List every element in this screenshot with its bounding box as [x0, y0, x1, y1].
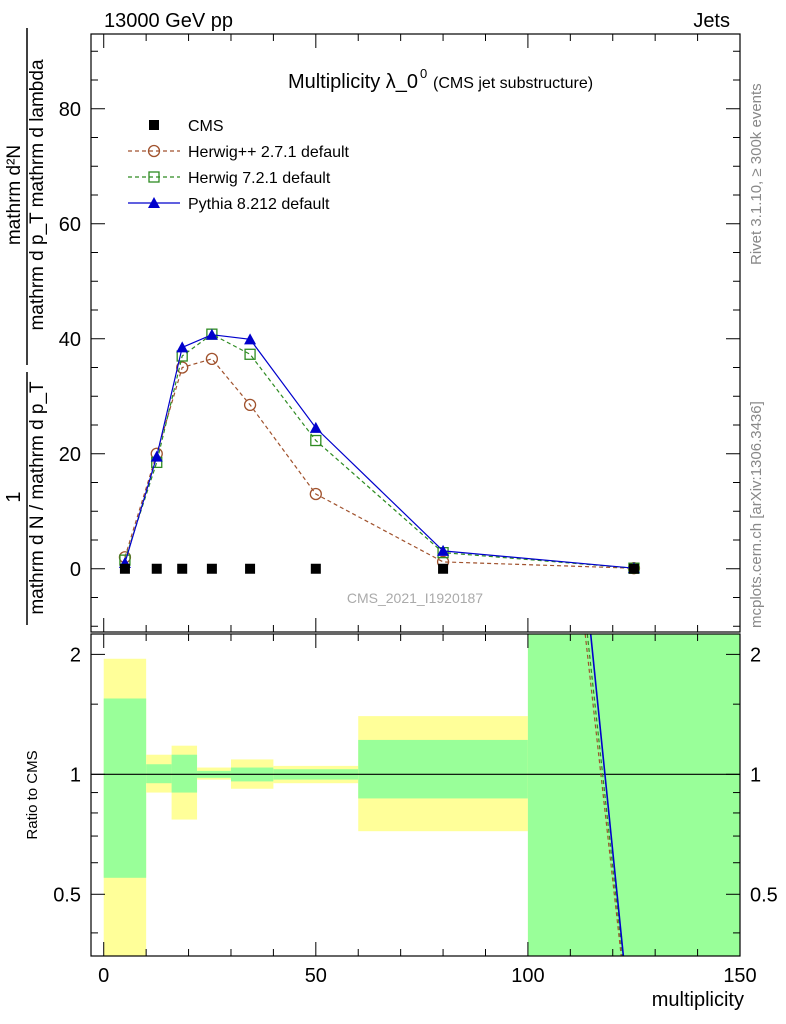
series-point-cms [628, 563, 639, 574]
side-note-top: Rivet 3.1.10, ≥ 300k events [748, 83, 765, 265]
ratio-band-inner [171, 754, 198, 793]
main-series-layer [118, 328, 641, 575]
series-point-cms [119, 563, 130, 574]
ratio-ylabel: Ratio to CMS [24, 750, 41, 839]
main-plot: 0 20 40 60 80 Multiplicity λ_0 0 (CMS jet su… [59, 33, 741, 633]
plot-title-note: (CMS jet substructure) [433, 75, 593, 92]
ratio-plot-frame [90, 633, 741, 957]
legend-label-pythia-8-212-default: Pythia 8.212 default [188, 196, 330, 213]
ylabel-denominator: mathrm d p_T mathrm d lambda [27, 59, 48, 330]
series-line-pythia-8-212-default [124, 334, 635, 569]
ratio-band-inner [103, 698, 147, 878]
series-line-herwig-7-2-1-default [124, 333, 635, 569]
main-ytick-label: 20 [59, 444, 81, 466]
main-ytick-label: 80 [59, 99, 81, 121]
ylabel-numerator: mathrm d²N [4, 145, 25, 245]
ratio-lines-layer [584, 634, 625, 956]
series-point-cms [151, 563, 162, 574]
plot-title-sup: 0 [420, 66, 427, 81]
series-point-cms [245, 563, 256, 574]
process-label: Jets [693, 10, 730, 32]
series-point-pythia-8-212-default [437, 544, 450, 556]
energy-label: 13000 GeV pp [104, 10, 233, 32]
xtick-label: 150 [723, 965, 756, 987]
series-point-herwig-7-2-1-default [310, 434, 322, 447]
ylabel-factor-denominator: mathrm d N / mathrm d p_T [27, 381, 48, 615]
ratio-ytick-label-right: 2 [750, 644, 761, 666]
ratio-line-herwig-7-2-1-default [586, 634, 624, 956]
series-point-cms [206, 563, 217, 574]
ratio-band-inner [358, 739, 528, 799]
series-point-herwig-2-7-1-default [205, 352, 219, 366]
series-point-pythia-8-212-default [176, 341, 189, 353]
legend-marker-pythia-8-212-default [148, 197, 160, 208]
series-point-pythia-8-212-default [309, 421, 322, 433]
series-point-herwig-2-7-1-default [309, 487, 322, 501]
plot-title-main: Multiplicity λ_0 [288, 71, 418, 93]
ratio-ytick-label: 1 [70, 764, 81, 786]
legend-marker-herwig-7-2-1-default [148, 171, 160, 183]
ratio-band-inner [146, 764, 172, 784]
watermark: CMS_2021_I1920187 [347, 590, 483, 606]
ratio-axis-ticks: 0.5 0.5 1 1 2 2 0 50 100 150 [53, 634, 778, 987]
ratio-line-herwig-2-7-1-default [584, 634, 622, 956]
xtick-label: 50 [305, 965, 327, 987]
main-ytick-label: 0 [70, 559, 81, 581]
series-point-cms [310, 563, 321, 574]
xtick-label: 0 [98, 965, 109, 987]
series-line-herwig-2-7-1-default [124, 358, 635, 569]
ratio-ytick-label-right: 1 [750, 764, 761, 786]
series-point-pythia-8-212-default [244, 333, 257, 345]
main-ytick-label: 60 [59, 214, 81, 236]
legend-label-herwig-7-2-1-default: Herwig 7.2.1 default [188, 170, 331, 187]
series-point-herwig-2-7-1-default [176, 361, 189, 374]
ratio-bands-layer [103, 634, 740, 956]
main-axis-ticks: 0 20 40 60 80 [59, 34, 741, 632]
legend-label-cms: CMS [188, 118, 224, 135]
ratio-ytick-label: 2 [70, 644, 81, 666]
main-plot-frame [90, 33, 741, 633]
series-point-cms [177, 563, 188, 574]
ratio-band-inner [527, 634, 740, 956]
legend: CMS Herwig++ 2.7.1 default Herwig 7.2.1 de… [128, 118, 350, 213]
ratio-ytick-label-right: 0.5 [750, 884, 778, 906]
main-ytick-label: 40 [59, 329, 81, 351]
ratio-line-pythia-8-212-default [589, 634, 625, 956]
legend-marker-cms [149, 120, 159, 130]
series-point-pythia-8-212-default [205, 328, 218, 340]
series-point-herwig-7-2-1-default [244, 348, 256, 360]
xlabel: multiplicity [652, 989, 744, 1011]
xtick-label: 100 [511, 965, 544, 987]
legend-marker-herwig-2-7-1-default [147, 144, 161, 158]
series-point-pythia-8-212-default [150, 450, 163, 462]
legend-label-herwig-2-7-1-default: Herwig++ 2.7.1 default [188, 144, 350, 161]
ratio-plot: 0.5 0.5 1 1 2 2 0 50 100 150 Ratio to CMS multipl… [24, 633, 778, 1011]
series-point-herwig-2-7-1-default [243, 398, 257, 412]
side-note-bottom: mcplots.cern.ch [arXiv:1306.3436] [748, 401, 765, 628]
series-point-cms [438, 563, 449, 574]
plot-title: Multiplicity λ_0 [288, 71, 418, 93]
ratio-ytick-label: 0.5 [53, 884, 81, 906]
main-ylabel: 1 mathrm d N / mathrm d p_T mathrm d²N m… [3, 28, 48, 625]
ylabel-factor-numerator: 1 [3, 491, 25, 502]
